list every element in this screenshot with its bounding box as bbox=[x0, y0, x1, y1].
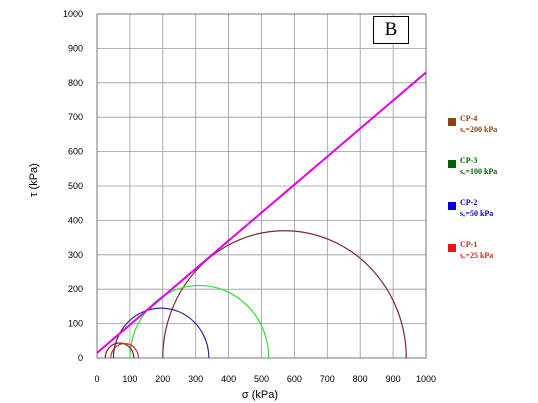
y-tick-label: 100 bbox=[68, 319, 83, 329]
x-tick-label: 900 bbox=[386, 374, 401, 384]
y-tick-label: 0 bbox=[78, 353, 83, 363]
y-tick-label: 800 bbox=[68, 78, 83, 88]
x-tick-label: 400 bbox=[221, 374, 236, 384]
x-tick-label: 0 bbox=[94, 374, 99, 384]
legend-item-cp-1: CP-1 sₒ=25 kPa bbox=[448, 240, 538, 276]
x-axis-title: σ (kPa) bbox=[242, 389, 278, 401]
x-tick-label: 200 bbox=[155, 374, 170, 384]
legend-swatch bbox=[448, 160, 456, 168]
legend-label: CP-4 bbox=[460, 114, 478, 123]
y-tick-label: 900 bbox=[68, 43, 83, 53]
x-tick-label: 600 bbox=[287, 374, 302, 384]
legend-swatch bbox=[448, 244, 456, 252]
x-tick-label: 1000 bbox=[416, 374, 436, 384]
x-tick-label: 300 bbox=[188, 374, 203, 384]
legend-item-cp-3: CP-3 sₒ=100 kPa bbox=[448, 156, 538, 192]
y-tick-label: 600 bbox=[68, 147, 83, 157]
mohr-circle-cp-1 bbox=[104, 342, 135, 359]
envelope-line bbox=[96, 71, 427, 354]
mohr-circles bbox=[104, 230, 407, 359]
legend-item-cp-4: CP-4 sₒ=200 kPa bbox=[448, 114, 538, 150]
y-tick-label: 300 bbox=[68, 250, 83, 260]
panel-label: B bbox=[373, 16, 409, 44]
grid bbox=[96, 13, 427, 359]
x-tick-label: 800 bbox=[353, 374, 368, 384]
legend-swatch bbox=[448, 202, 456, 210]
x-tick-label: 700 bbox=[320, 374, 335, 384]
legend-item-cp-2: CP-2 sₒ=50 kPa bbox=[448, 198, 538, 234]
mohr-circle-cp-3 bbox=[129, 284, 270, 359]
legend-sublabel: sₒ=50 kPa bbox=[460, 209, 494, 218]
legend-sublabel: sₒ=100 kPa bbox=[460, 167, 498, 176]
legend-sublabel: sₒ=25 kPa bbox=[460, 251, 494, 260]
y-axis-title: τ (kPa) bbox=[28, 163, 40, 197]
y-tick-label: 1000 bbox=[63, 9, 83, 19]
mohr-circle-cp-4 bbox=[162, 230, 407, 359]
legend-label: CP-1 bbox=[460, 240, 478, 249]
mohr-circle-cp-1 bbox=[110, 343, 140, 359]
y-tick-label: 400 bbox=[68, 215, 83, 225]
legend-label: CP-2 bbox=[460, 198, 478, 207]
legend-label: CP-3 bbox=[460, 156, 478, 165]
legend-sublabel: sₒ=200 kPa bbox=[460, 125, 498, 134]
y-tick-label: 700 bbox=[68, 112, 83, 122]
x-tick-label: 100 bbox=[122, 374, 137, 384]
mohr-circle-cp-2 bbox=[112, 307, 210, 359]
y-tick-label: 500 bbox=[68, 181, 83, 191]
failure-envelope bbox=[96, 71, 427, 354]
plot-frame bbox=[96, 13, 427, 359]
legend-swatch bbox=[448, 118, 456, 126]
y-tick-label: 200 bbox=[68, 284, 83, 294]
tick-labels: 0 100 200 300 400 500 600 700 800 900 1000 0 100 200 3… bbox=[63, 9, 436, 384]
x-tick-label: 500 bbox=[254, 374, 269, 384]
